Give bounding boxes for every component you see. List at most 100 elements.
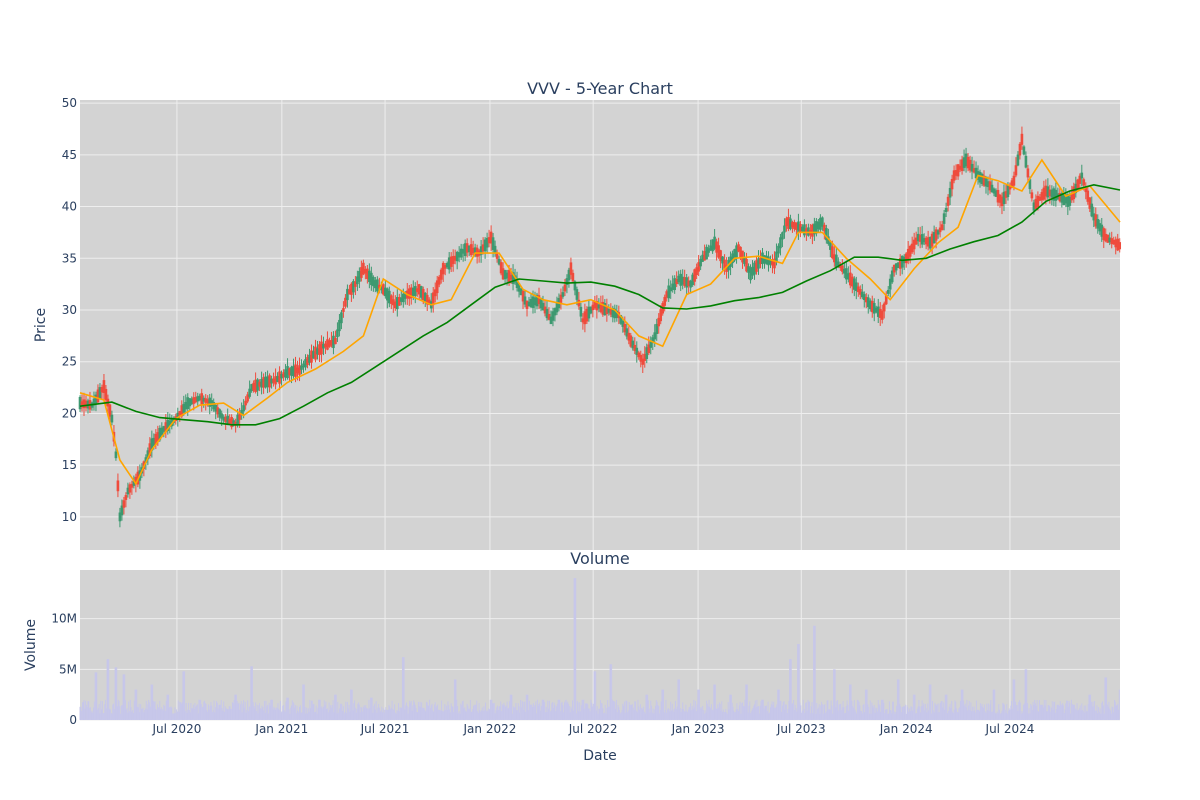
candlestick [182,395,186,416]
volume-bar [400,707,402,720]
volume-bar [920,712,922,720]
candlestick [785,216,788,232]
volume-bar [224,706,226,720]
candlestick [503,269,507,283]
candlestick [274,368,277,390]
candlestick [1106,234,1110,243]
volume-bar [568,703,570,720]
volume-bar [484,710,486,720]
volume-bar [97,709,99,720]
volume-bar [170,706,172,720]
candlestick [423,291,427,307]
volume-bar [228,706,230,720]
volume-bar [849,684,851,720]
volume-bar [583,708,585,720]
volume-bar [358,702,360,720]
volume-bar [307,708,309,720]
volume-bar [567,701,569,720]
volume-bar [366,708,368,720]
volume-bar [99,713,101,720]
candlestick [364,266,367,280]
volume-bar [318,699,320,720]
candlestick [966,153,970,172]
candlestick [1004,184,1008,204]
volume-bar [661,689,663,720]
candlestick [747,263,750,280]
candlestick [1110,231,1114,249]
volume-bar [606,707,608,720]
candlestick [1104,228,1108,243]
volume-bar [196,705,198,720]
volume-bar [326,708,328,720]
volume-bar [729,694,731,720]
volume-bar [280,712,282,720]
volume-bar [156,710,158,720]
volume-bar [982,706,984,720]
volume-bar [895,711,897,720]
volume-bar [620,712,622,720]
candlestick [886,286,890,297]
volume-bar [546,712,548,720]
candlestick [691,272,694,287]
volume-bar [891,713,893,720]
volume-bar [310,708,312,720]
volume-bar [1099,708,1101,720]
volume-bar [539,702,541,720]
volume-bar [1047,705,1049,720]
volume-bar [269,705,271,720]
volume-bar [662,689,664,720]
volume-bar [647,700,649,720]
candlestick [435,275,439,300]
volume-bar [790,659,792,720]
volume-bar [940,701,942,720]
volume-bar [346,701,348,720]
candlestick [521,288,525,310]
candlestick [705,244,708,260]
volume-bar [1030,704,1032,720]
volume-bar [373,705,375,720]
volume-bar [825,712,827,720]
volume-bar [298,712,300,720]
volume-bar [1081,703,1083,720]
volume-bar [504,706,506,720]
volume-bar [734,712,736,720]
volume-bar [255,702,257,720]
volume-bar [320,707,322,720]
volume-bar [695,711,697,720]
volume-bar [609,664,611,720]
price-chart-title: VVV - 5-Year Chart [527,79,673,98]
candlestick [1026,164,1030,182]
candlestick [972,160,976,174]
volume-bar [813,625,815,720]
volume-bar [586,703,588,720]
candlestick [898,254,902,276]
volume-bar [429,708,431,720]
volume-bar [755,707,757,720]
volume-bar [428,705,430,720]
volume-bar [844,713,846,720]
volume-bar [212,710,214,720]
volume-bar [417,701,419,720]
volume-bar [675,709,677,720]
volume-bar [1090,694,1092,720]
volume-bar [907,706,909,720]
x-tick-label: Jul 2023 [776,722,826,736]
volume-bar [246,709,248,720]
volume-bar [185,702,187,720]
candlestick [334,330,337,345]
candlestick [811,223,814,245]
volume-bar [394,704,396,720]
volume-bar [1059,701,1061,720]
volume-bar [135,689,137,720]
candlestick [417,283,421,301]
volume-bar [524,701,526,720]
volume-bar [445,709,447,720]
volume-bar [207,711,209,720]
volume-bar [350,689,352,720]
volume-bar [746,684,748,720]
volume-bar [370,697,372,720]
volume-bar [140,708,142,720]
volume-bar [107,659,109,720]
volume-bar [186,712,188,720]
volume-bar [229,706,231,720]
